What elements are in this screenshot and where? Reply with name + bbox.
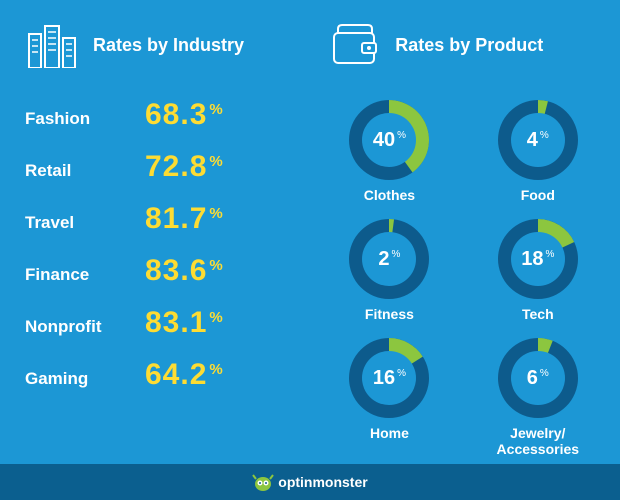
product-label: Clothes	[364, 187, 415, 203]
donut-chart: 16%	[347, 336, 431, 420]
donut-center: 16%	[347, 336, 431, 420]
product-grid: 40% Clothes 4% Food 2% Fitness 18% Tech 16% H…	[327, 98, 600, 457]
industry-value-wrap: 81.7%	[145, 202, 223, 236]
industry-label: Travel	[25, 213, 145, 233]
donut-chart: 2%	[347, 217, 431, 301]
donut-value: 40	[373, 129, 395, 152]
industry-value: 72.8	[145, 150, 207, 184]
industry-section: Rates by Industry Fashion68.3%Retail72.8…	[25, 20, 317, 440]
product-item: 6% Jewelry/Accessories	[476, 336, 600, 457]
product-section: Rates by Product 40% Clothes 4% Food 2% Fit…	[327, 20, 600, 440]
industry-value: 81.7	[145, 202, 207, 236]
donut-value: 6	[527, 367, 538, 390]
product-item: 40% Clothes	[327, 98, 451, 203]
footer: optinmonster	[0, 464, 620, 500]
product-label: Tech	[522, 306, 554, 322]
donut-center: 18%	[496, 217, 580, 301]
product-item: 18% Tech	[476, 217, 600, 322]
industry-value: 83.6	[145, 254, 207, 288]
percent-symbol: %	[392, 249, 401, 260]
footer-brand-text: optinmonster	[278, 474, 367, 490]
industry-row: Retail72.8%	[25, 150, 317, 184]
industry-value: 83.1	[145, 306, 207, 340]
product-label: Home	[370, 425, 409, 441]
product-title: Rates by Product	[395, 35, 543, 56]
industry-label: Retail	[25, 161, 145, 181]
percent-symbol: %	[209, 101, 222, 118]
industry-value-wrap: 83.1%	[145, 306, 223, 340]
industry-header: Rates by Industry	[25, 20, 317, 70]
product-item: 4% Food	[476, 98, 600, 203]
industry-label: Finance	[25, 265, 145, 285]
percent-symbol: %	[209, 361, 222, 378]
industry-row: Fashion68.3%	[25, 98, 317, 132]
percent-symbol: %	[209, 205, 222, 222]
product-header: Rates by Product	[327, 20, 600, 70]
industry-label: Nonprofit	[25, 317, 145, 337]
industry-row: Nonprofit83.1%	[25, 306, 317, 340]
donut-center: 6%	[496, 336, 580, 420]
industry-value-wrap: 64.2%	[145, 358, 223, 392]
product-item: 16% Home	[327, 336, 451, 457]
percent-symbol: %	[540, 130, 549, 141]
industry-row: Travel81.7%	[25, 202, 317, 236]
industry-value-wrap: 72.8%	[145, 150, 223, 184]
product-item: 2% Fitness	[327, 217, 451, 322]
percent-symbol: %	[397, 368, 406, 379]
donut-value: 4	[527, 129, 538, 152]
percent-symbol: %	[209, 309, 222, 326]
donut-chart: 18%	[496, 217, 580, 301]
industry-label: Fashion	[25, 109, 145, 129]
donut-chart: 40%	[347, 98, 431, 182]
percent-symbol: %	[540, 368, 549, 379]
industry-label: Gaming	[25, 369, 145, 389]
industry-row: Gaming64.2%	[25, 358, 317, 392]
donut-center: 40%	[347, 98, 431, 182]
buildings-icon	[25, 21, 81, 69]
percent-symbol: %	[397, 130, 406, 141]
industry-value-wrap: 83.6%	[145, 254, 223, 288]
product-label: Food	[521, 187, 555, 203]
donut-value: 18	[521, 248, 543, 271]
product-label: Jewelry/Accessories	[497, 425, 580, 457]
industry-row: Finance83.6%	[25, 254, 317, 288]
industry-title: Rates by Industry	[93, 35, 244, 56]
monster-icon	[252, 472, 274, 492]
donut-center: 4%	[496, 98, 580, 182]
industry-rows: Fashion68.3%Retail72.8%Travel81.7%Financ…	[25, 98, 317, 392]
industry-value-wrap: 68.3%	[145, 98, 223, 132]
donut-value: 16	[373, 367, 395, 390]
wallet-icon	[327, 21, 383, 69]
footer-logo: optinmonster	[252, 472, 367, 492]
donut-value: 2	[378, 248, 389, 271]
percent-symbol: %	[209, 257, 222, 274]
product-label: Fitness	[365, 306, 414, 322]
percent-symbol: %	[545, 249, 554, 260]
donut-chart: 4%	[496, 98, 580, 182]
percent-symbol: %	[209, 153, 222, 170]
donut-center: 2%	[347, 217, 431, 301]
donut-chart: 6%	[496, 336, 580, 420]
industry-value: 64.2	[145, 358, 207, 392]
industry-value: 68.3	[145, 98, 207, 132]
